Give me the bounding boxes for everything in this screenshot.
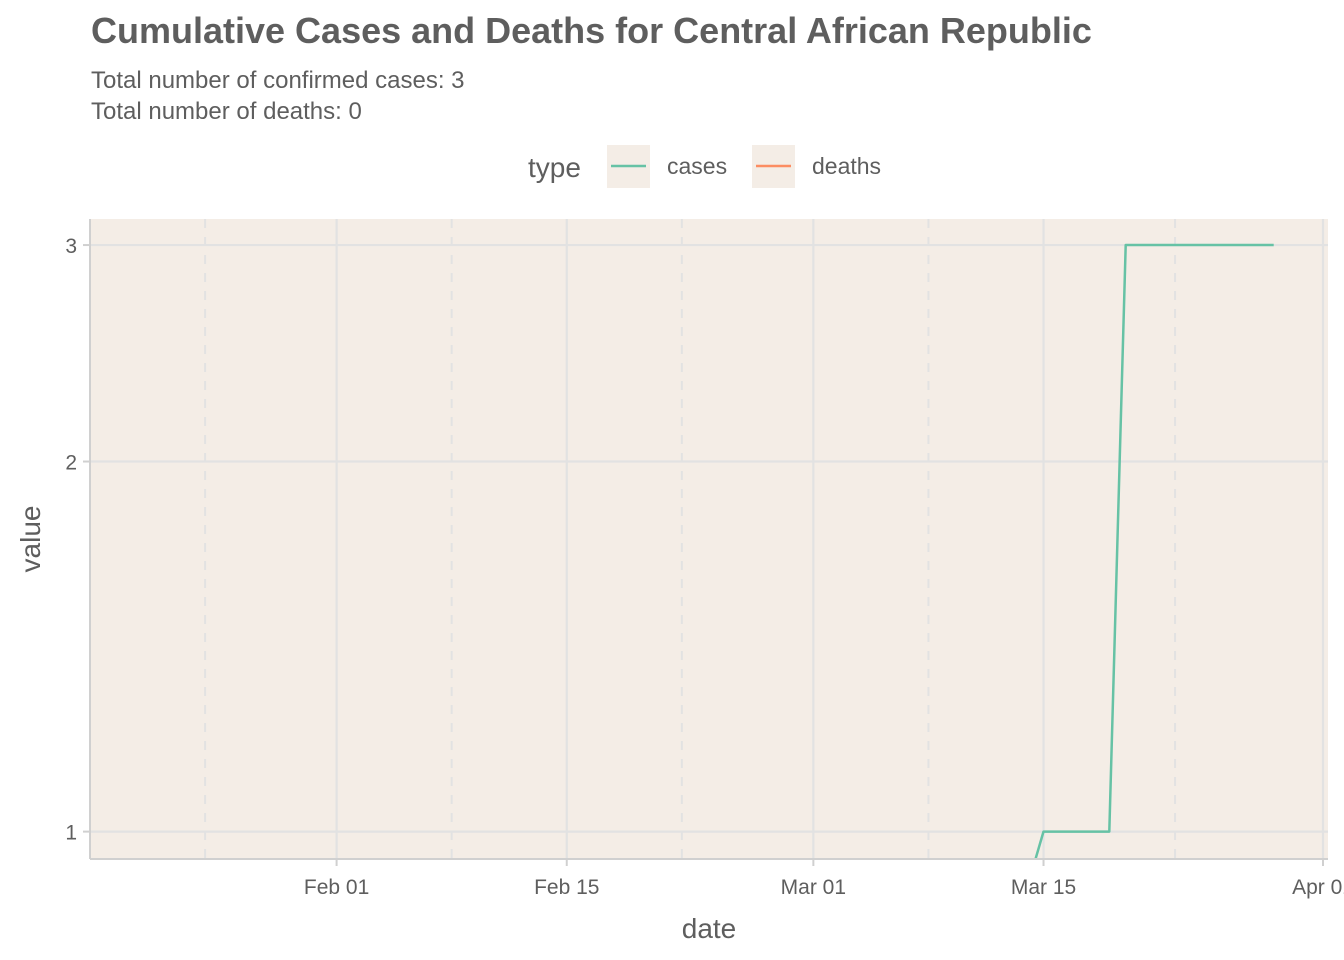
legend: type cases deaths [528,145,881,188]
y-tick-label-2: 3 [65,235,77,258]
x-axis-title: date [682,913,737,944]
series-line-cases [1034,243,1274,859]
chart-subtitle-deaths: Total number of deaths: 0 [91,98,362,125]
legend-label-cases: cases [667,153,727,179]
chart-title: Cumulative Cases and Deaths for Central … [91,10,1092,51]
x-tick-label-1: Feb 15 [534,876,599,899]
legend-label-deaths: deaths [812,153,881,179]
series-lines [1034,243,1274,859]
x-tick-label-0: Feb 01 [304,876,369,899]
y-tick-label-0: 1 [65,822,77,845]
grid-lines [90,219,1328,859]
plot-panel [90,219,1328,859]
x-axis-ticks: Feb 01 Feb 15 Mar 01 Mar 15 Apr 01 [304,859,1344,899]
chart-subtitle-cases: Total number of confirmed cases: 3 [91,67,465,94]
x-tick-label-3: Mar 15 [1011,876,1076,899]
y-tick-label-1: 2 [65,452,77,475]
x-tick-label-2: Mar 01 [781,876,846,899]
x-tick-label-4: Apr 01 [1292,876,1344,899]
y-axis-title: value [15,506,46,573]
y-axis-ticks: 1 2 3 [65,235,90,845]
legend-title: type [528,152,581,183]
